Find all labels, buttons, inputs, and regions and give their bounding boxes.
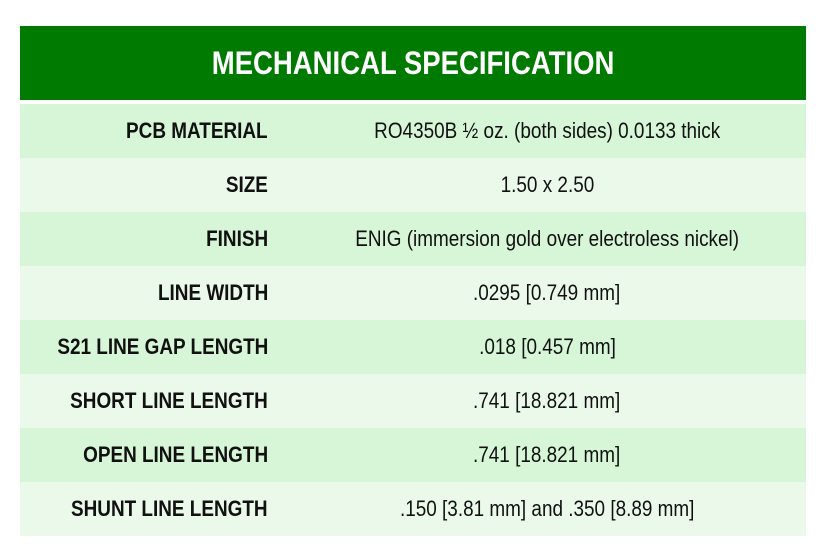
table-row: FINISH ENIG (immersion gold over electrol…	[20, 212, 806, 266]
table-row: OPEN LINE LENGTH .741 [18.821 mm]	[20, 428, 806, 482]
label-text: SHORT LINE LENGTH	[70, 388, 268, 413]
label-text: S21 LINE GAP LENGTH	[57, 334, 268, 359]
label-text: SIZE	[225, 172, 268, 197]
table-row: SHUNT LINE LENGTH .150 [3.81 mm] and .350…	[20, 482, 806, 536]
label-text: FINISH	[205, 226, 268, 251]
row-value: .0295 [0.749 mm]	[268, 280, 806, 306]
row-value: .741 [18.821 mm]	[268, 388, 806, 414]
row-label: SIZE	[20, 172, 268, 198]
value-text: 1.50 x 2.50	[500, 172, 594, 197]
row-label: FINISH	[20, 226, 268, 252]
label-text: OPEN LINE LENGTH	[82, 442, 268, 467]
spec-table: PCB MATERIAL RO4350B ½ oz. (both sides) 0…	[20, 104, 806, 536]
value-text: RO4350B ½ oz. (both sides) 0.0133 thick	[373, 118, 721, 143]
row-label: SHORT LINE LENGTH	[20, 388, 268, 414]
row-value: .018 [0.457 mm]	[268, 334, 806, 360]
value-text: .018 [0.457 mm]	[478, 334, 616, 359]
table-title: MECHANICAL SPECIFICATION	[20, 26, 806, 100]
label-text: SHUNT LINE LENGTH	[71, 496, 268, 521]
value-text: .150 [3.81 mm] and .350 [8.89 mm]	[399, 496, 695, 521]
row-label: PCB MATERIAL	[20, 118, 268, 144]
table-row: SIZE 1.50 x 2.50	[20, 158, 806, 212]
row-value: .150 [3.81 mm] and .350 [8.89 mm]	[268, 496, 806, 522]
row-label: S21 LINE GAP LENGTH	[20, 334, 268, 360]
table-row: S21 LINE GAP LENGTH .018 [0.457 mm]	[20, 320, 806, 374]
value-text: .0295 [0.749 mm]	[473, 280, 621, 305]
label-text: LINE WIDTH	[157, 280, 268, 305]
label-text: PCB MATERIAL	[126, 118, 268, 143]
value-text: .741 [18.821 mm]	[473, 442, 621, 467]
table-row: LINE WIDTH .0295 [0.749 mm]	[20, 266, 806, 320]
row-value: RO4350B ½ oz. (both sides) 0.0133 thick	[268, 118, 806, 144]
value-text: ENIG (immersion gold over electroless ni…	[355, 226, 739, 251]
row-value: ENIG (immersion gold over electroless ni…	[268, 226, 806, 252]
table-row: SHORT LINE LENGTH .741 [18.821 mm]	[20, 374, 806, 428]
value-text: .741 [18.821 mm]	[473, 388, 621, 413]
row-label: LINE WIDTH	[20, 280, 268, 306]
table-row: PCB MATERIAL RO4350B ½ oz. (both sides) 0…	[20, 104, 806, 158]
row-label: SHUNT LINE LENGTH	[20, 496, 268, 522]
row-label: OPEN LINE LENGTH	[20, 442, 268, 468]
title-text: MECHANICAL SPECIFICATION	[211, 44, 615, 81]
row-value: 1.50 x 2.50	[268, 172, 806, 198]
row-value: .741 [18.821 mm]	[268, 442, 806, 468]
